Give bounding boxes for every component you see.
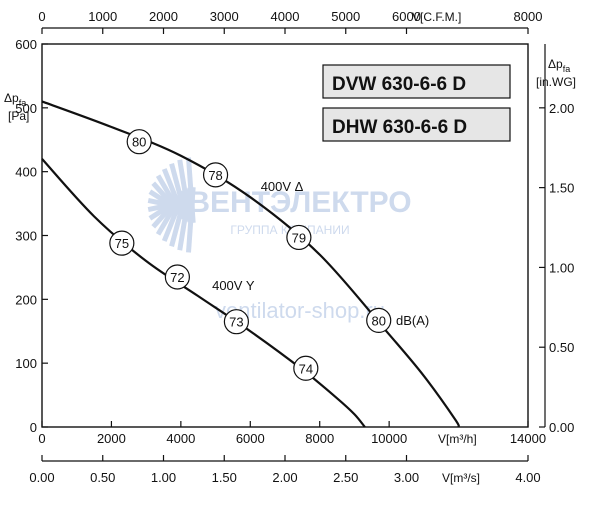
model-name-2: DHW 630-6-6 D xyxy=(332,117,467,138)
db-bubble: 72 xyxy=(164,264,190,290)
db-bubble: 80 xyxy=(126,129,152,155)
x-tick-label: 0 xyxy=(38,431,45,446)
top-tick-label: 0 xyxy=(38,9,45,24)
db-bubble-label: 73 xyxy=(229,315,243,330)
model-box-1-bg xyxy=(322,64,511,99)
db-bubble-label: 79 xyxy=(292,230,306,245)
top-tick-label: 6000 xyxy=(392,9,421,24)
y-left-tick-label: 400 xyxy=(15,165,37,180)
db-annotations: 80 78 79 80 75 72 73 74 xyxy=(109,129,392,381)
y-right-label: Δpfa xyxy=(548,57,570,74)
db-bubble: 78 xyxy=(202,162,229,188)
db-bubble: 79 xyxy=(286,224,312,251)
top-tick-label: 1000 xyxy=(88,9,117,24)
curve-label-1: 400V Δ xyxy=(261,179,304,194)
watermark-brand: ВЕНТЭЛЕКТРО xyxy=(188,186,411,219)
db-bubble-label: 80 xyxy=(132,135,146,150)
y-right-tick-label: 0.00 xyxy=(549,420,574,435)
y-right-tick-label: 0.50 xyxy=(549,340,574,355)
y-axis-inwg: 0.00 0.50 1.00 1.50 2.00 xyxy=(539,44,574,435)
db-bubble-circle xyxy=(293,355,319,381)
x-tick-label: 14000 xyxy=(510,431,546,446)
y-right-label-sub: fa xyxy=(563,64,571,74)
series-group xyxy=(41,100,460,428)
db-bubble-circle xyxy=(164,264,190,290)
db-bubble-label: 74 xyxy=(299,361,313,376)
y-left-tick-label: 600 xyxy=(15,37,37,52)
db-bubble-label: 80 xyxy=(371,313,385,328)
top-axis-unit: V[C.F.M.] xyxy=(412,10,461,24)
x-axis-unit: V[m³/h] xyxy=(438,432,477,446)
y-right-unit: [in.WG] xyxy=(536,75,576,89)
db-bubble-circle xyxy=(223,309,249,335)
db-bubble-circle xyxy=(126,129,152,155)
watermark-sunburst-icon xyxy=(147,157,196,253)
watermark-ray xyxy=(161,190,187,242)
series-line-2 xyxy=(41,158,366,428)
x-tick-label: 10000 xyxy=(371,431,407,446)
model-box-2-bg xyxy=(322,107,511,142)
series-line-1 xyxy=(41,100,460,428)
db-bubble-circle xyxy=(109,230,135,256)
watermark: ВЕНТЭЛЕКТРО ГРУППА КОМПАНИИ ventilator-s… xyxy=(147,157,412,323)
bottom-axis-m3s: 0.00 0.50 1.00 1.50 2.00 2.50 3.00 4.00 xyxy=(29,455,541,485)
model-box-2: DHW 630-6-6 D xyxy=(322,107,511,142)
top-tick-label: 8000 xyxy=(514,9,543,24)
y-left-tick-label: 500 xyxy=(15,101,37,116)
model-name-1: DVW 630-6-6 D xyxy=(332,74,466,95)
top-tick-label: 3000 xyxy=(210,9,239,24)
x-tick-label: 8000 xyxy=(305,431,334,446)
y-left-label-main: Δp xyxy=(4,91,19,105)
top-tick-label: 4000 xyxy=(271,9,300,24)
bottom-tick-label: 2.00 xyxy=(272,470,297,485)
bottom-tick-label: 1.50 xyxy=(212,470,237,485)
x-tick-label: 2000 xyxy=(97,431,126,446)
watermark-ray xyxy=(177,187,193,251)
db-bubble-label: 75 xyxy=(115,236,129,251)
top-tick-label: 2000 xyxy=(149,9,178,24)
y-left-tick-label: 100 xyxy=(15,356,37,371)
db-bubble-label: 72 xyxy=(170,270,184,285)
y-right-tick-label: 2.00 xyxy=(549,101,574,116)
db-bubble-label: 78 xyxy=(208,168,222,183)
db-bubble: 73 xyxy=(223,309,249,335)
y-left-unit: [Pa] xyxy=(8,109,29,123)
bottom-tick-label: 2.50 xyxy=(333,470,358,485)
db-bubble-circle xyxy=(286,224,312,251)
y-left-tick-label: 200 xyxy=(15,292,37,307)
bottom-axis-unit: V[m³/s] xyxy=(442,471,480,485)
y-axis-pa: 0 100 200 300 400 500 600 xyxy=(15,37,48,435)
bottom-tick-label: 1.00 xyxy=(151,470,176,485)
y-right-tick-label: 1.00 xyxy=(549,260,574,275)
x-tick-label: 4000 xyxy=(166,431,195,446)
bottom-tick-label: 0.00 xyxy=(29,470,54,485)
watermark-ray xyxy=(169,188,190,247)
y-left-label: Δpfa xyxy=(4,91,26,108)
db-bubble: 74 xyxy=(293,355,319,381)
y-right-tick-label: 1.50 xyxy=(549,181,574,196)
y-left-label-sub: fa xyxy=(19,98,27,108)
top-axis: 0 1000 2000 3000 4000 5000 6000 8000 xyxy=(38,9,542,34)
curve-label-2: 400V Y xyxy=(212,278,255,293)
db-bubble: 80 xyxy=(366,307,392,333)
db-unit-label: dB(A) xyxy=(396,313,429,328)
model-box-1: DVW 630-6-6 D xyxy=(322,64,511,99)
top-tick-label: 5000 xyxy=(331,9,360,24)
x-tick-label: 6000 xyxy=(236,431,265,446)
curve-labels: 400V Δ 400V Y xyxy=(212,179,304,293)
db-bubble-circle xyxy=(366,307,392,333)
x-axis-m3h: 0 2000 4000 6000 8000 10000 14000 xyxy=(38,421,546,446)
y-right-label-main: Δp xyxy=(548,57,563,71)
db-bubble: 75 xyxy=(109,230,135,256)
y-left-tick-label: 0 xyxy=(30,420,37,435)
bottom-tick-label: 0.50 xyxy=(90,470,115,485)
bottom-tick-label: 3.00 xyxy=(394,470,419,485)
bottom-tick-label: 4.00 xyxy=(515,470,540,485)
watermark-ray xyxy=(185,187,196,253)
y-left-tick-label: 300 xyxy=(15,229,37,244)
db-bubble-circle xyxy=(202,162,229,188)
